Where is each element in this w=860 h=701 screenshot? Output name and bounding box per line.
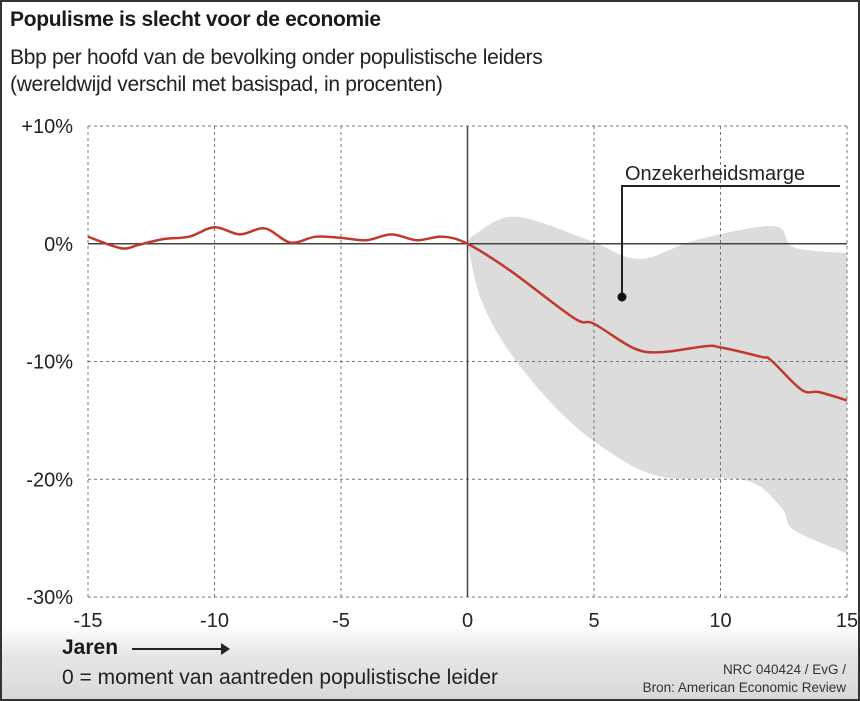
x-axis-label: Jaren: [62, 636, 119, 659]
chart-subtitle: Bbp per hoofd van de bevolking onder pop…: [10, 44, 543, 98]
subtitle-line-2: (wereldwijd verschil met basispad, in pr…: [10, 73, 443, 96]
chart-title: Populisme is slecht voor de economie: [10, 8, 381, 31]
y-tick-label: -20%: [26, 469, 73, 491]
band-label: Onzekerheidsmarge: [625, 163, 805, 185]
annotation-leader: [621, 185, 840, 297]
y-tick-label: 0%: [44, 234, 73, 256]
x-tick-label: 0: [462, 610, 473, 632]
y-tick-label: -30%: [26, 587, 73, 609]
y-tick-label: +10%: [21, 116, 73, 138]
uncertainty-band: [467, 216, 847, 554]
arrow-right-icon: [132, 643, 230, 655]
annotation-dot: [617, 292, 627, 302]
credit: NRC 040424 / EvG /: [722, 662, 846, 677]
source-credit: NRC 040424 / EvG / Bron: American Econom…: [643, 661, 846, 697]
x-tick-label: 5: [588, 610, 599, 632]
footer-band: [0, 625, 860, 701]
subtitle-line-1: Bbp per hoofd van de bevolking onder pop…: [10, 46, 543, 69]
source: Bron: American Economic Review: [642, 680, 846, 695]
y-tick-label: -10%: [26, 352, 73, 374]
gdp-line: [87, 226, 848, 402]
x-axis-note: 0 = moment van aantreden populistische l…: [62, 666, 499, 689]
